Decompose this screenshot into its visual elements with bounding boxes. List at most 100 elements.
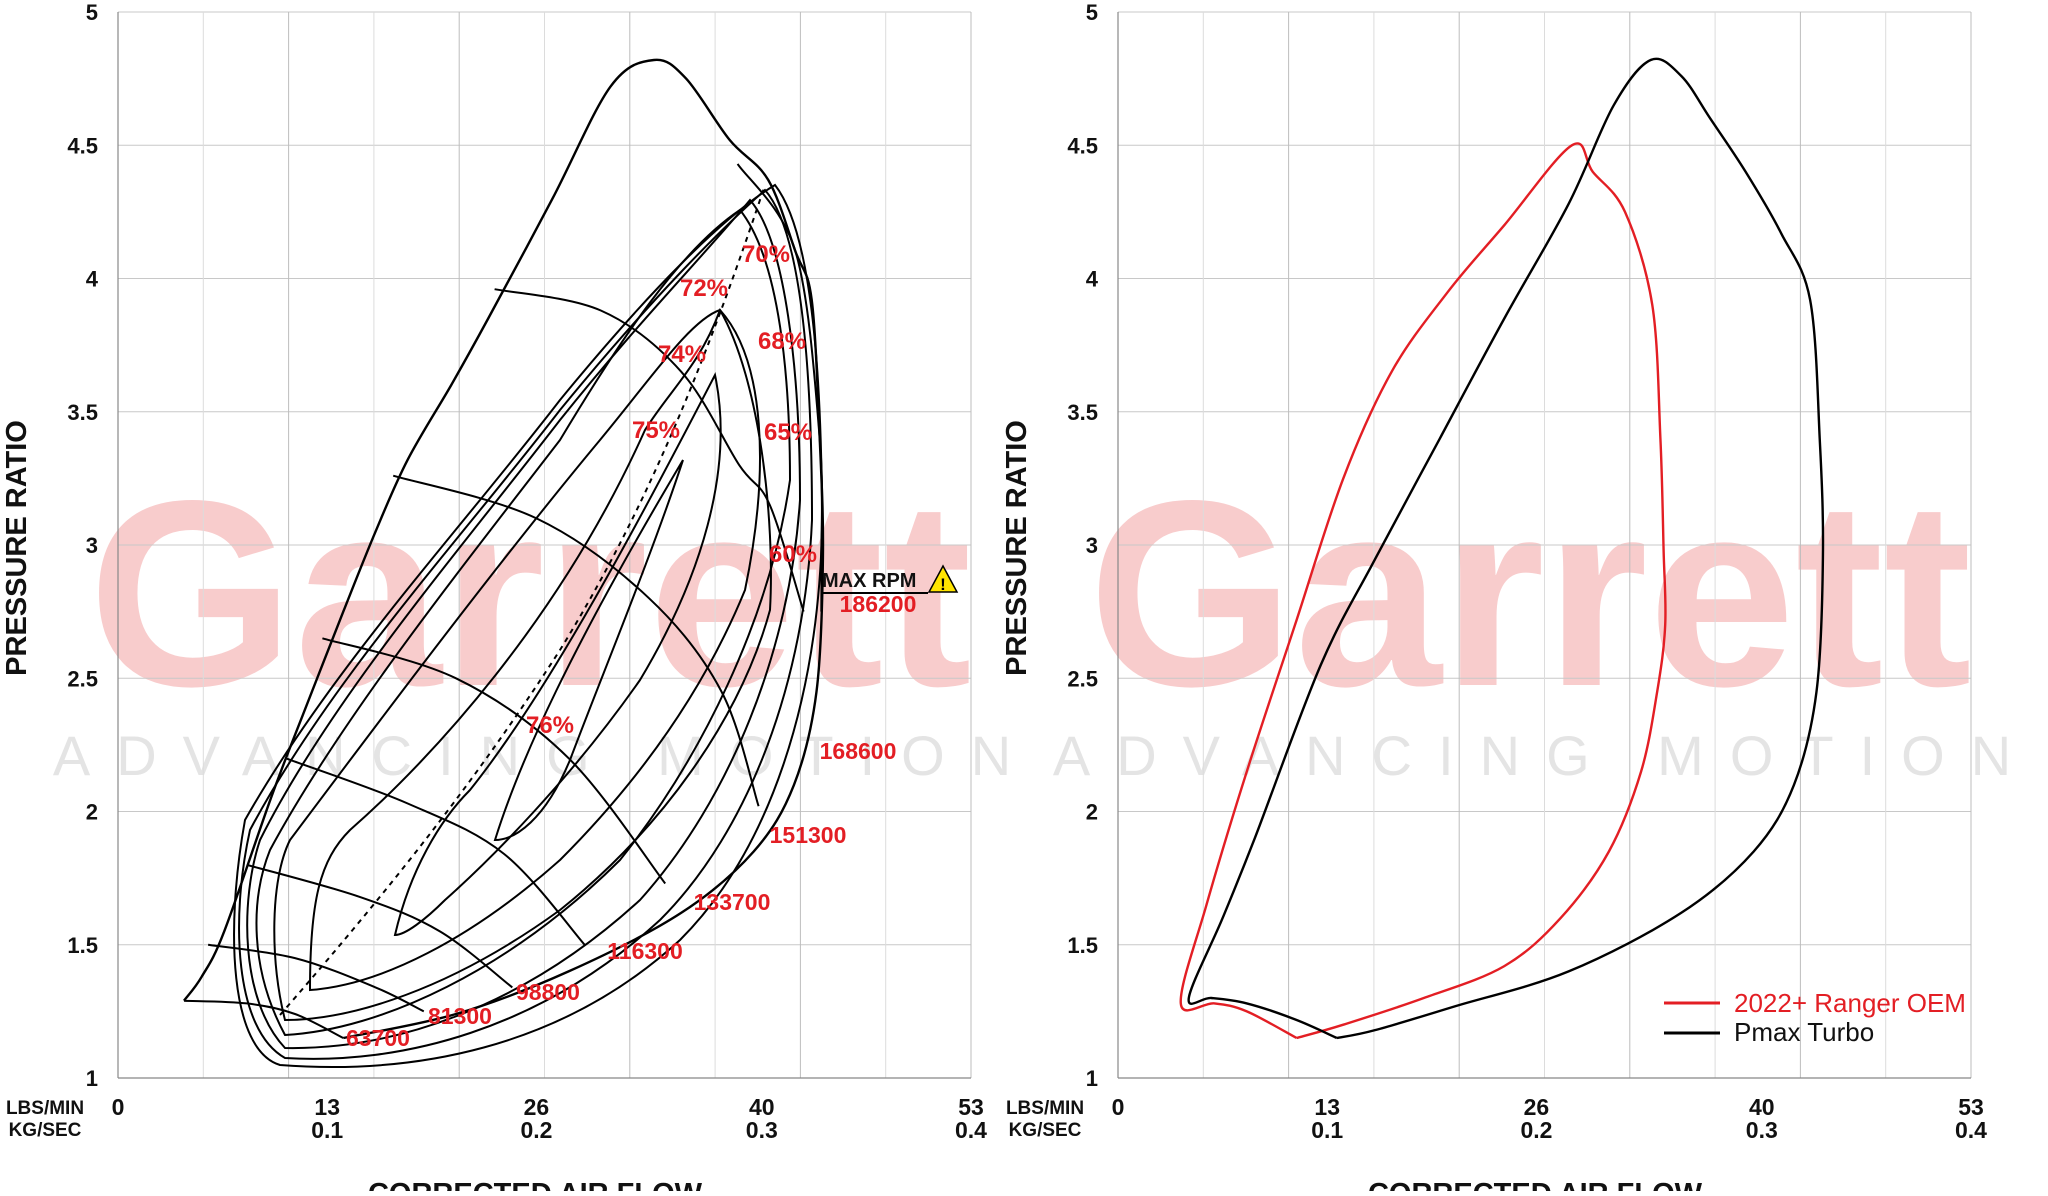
y-tick-label: 1 xyxy=(1086,1066,1098,1091)
y-tick-label: 4 xyxy=(1086,267,1099,292)
speed-line xyxy=(392,474,760,807)
speed-line xyxy=(183,999,344,1039)
efficiency-label: 60% xyxy=(769,541,817,568)
series-lines xyxy=(1179,57,1825,1040)
x-tick-label-kg: 0.1 xyxy=(311,1117,343,1143)
speed-line xyxy=(207,943,425,1013)
y-tick-label: 2.5 xyxy=(67,666,98,691)
y-tick-label: 3 xyxy=(86,533,98,558)
efficiency-label: 68% xyxy=(758,328,806,355)
island-68 xyxy=(246,198,802,1050)
warning-icon-glyph: ! xyxy=(940,575,946,594)
watermark-right: Garrett ADVANCING MOTION xyxy=(1053,446,2037,787)
x-tick-labels: 0 130.1 260.2 400.3 530.4 xyxy=(112,1094,988,1143)
speed-line xyxy=(322,637,666,885)
y-axis-label: PRESSURE RATIO xyxy=(1001,420,1033,676)
speed-line-label: 186200 xyxy=(840,591,917,617)
speed-line xyxy=(494,288,805,612)
x-tick-label-kg: 0.2 xyxy=(520,1117,552,1143)
efficiency-label: 74% xyxy=(658,341,706,368)
compressor-map-panel: 11.522.533.544.55 0 130.1260.2400.3530.4 … xyxy=(1,0,988,1196)
island-72 xyxy=(273,308,772,1022)
legend-label-pmax: Pmax Turbo xyxy=(1734,1017,1874,1047)
y-tick-label: 1 xyxy=(86,1066,98,1091)
x-tick-label-kg: 0.3 xyxy=(1746,1117,1778,1143)
x-tick-labels: 0 130.1 260.2 400.3 530.4 xyxy=(1112,1094,1988,1143)
y-axis-label: PRESSURE RATIO xyxy=(1,420,33,676)
x-tick-label-lbs: 13 xyxy=(1314,1094,1340,1120)
y-tick-label: 5 xyxy=(86,0,98,25)
island-75 xyxy=(393,372,722,937)
y-tick-label: 2 xyxy=(86,800,98,825)
y-tick-labels: 1 1.5 2 2.5 3 3.5 4 4.5 5 xyxy=(67,0,98,1091)
island-74 xyxy=(308,308,761,992)
x-axis-label: CORRECTED AIR FLOW xyxy=(1368,1178,1703,1191)
x-tick-label-lbs: 53 xyxy=(958,1094,984,1120)
comparison-map-panel: 11.522.533.544.55 0 130.1260.2400.3530.4 … xyxy=(1001,0,1988,1196)
warning-icon xyxy=(927,564,959,593)
speed-line-label: 133700 xyxy=(694,889,771,915)
efficiency-label: 75% xyxy=(632,417,680,444)
speed-line-label: 63700 xyxy=(346,1025,410,1051)
x-tick-label-kg: 0.3 xyxy=(746,1117,778,1143)
y-tick-label: 4 xyxy=(86,267,99,292)
speed-line-label: 98800 xyxy=(516,979,580,1005)
watermark-tagline: ADVANCING MOTION xyxy=(53,724,1037,787)
efficiency-label: 70% xyxy=(742,241,790,268)
efficiency-label: 72% xyxy=(680,275,728,302)
series-line-ranger-oem xyxy=(1179,142,1667,1040)
x-axis-label: CORRECTED AIR FLOW xyxy=(368,1178,703,1191)
efficiency-label: 76% xyxy=(526,712,574,739)
island-76 xyxy=(493,459,684,842)
island-60 xyxy=(233,183,824,1069)
speed-line-label: 116300 xyxy=(607,938,682,964)
speed-line-label: 168600 xyxy=(820,738,897,764)
x-tick-label-lbs: 0 xyxy=(112,1094,125,1120)
x-tick-label-kg: 0.1 xyxy=(1311,1117,1343,1143)
legend: 2022+ Ranger OEM Pmax Turbo xyxy=(1664,988,1966,1047)
watermark-tagline: ADVANCING MOTION xyxy=(1053,724,2037,787)
y-tick-label: 4.5 xyxy=(1067,133,1098,158)
grid xyxy=(117,11,972,1079)
island-65 xyxy=(238,188,814,1060)
x-tick-label-lbs: 53 xyxy=(1958,1094,1984,1120)
x-unit-lbs-label: LBS/MIN xyxy=(1006,1098,1084,1119)
y-tick-label: 2 xyxy=(1086,800,1098,825)
y-tick-label: 1.5 xyxy=(67,933,98,958)
x-unit-kg-label: KG/SEC xyxy=(1009,1120,1082,1141)
x-unit-lbs-label: LBS/MIN xyxy=(6,1098,84,1119)
x-tick-label-lbs: 26 xyxy=(1524,1094,1550,1120)
speed-line-label: 81300 xyxy=(428,1003,492,1029)
y-tick-label: 3 xyxy=(1086,533,1098,558)
y-tick-label: 1.5 xyxy=(1067,933,1098,958)
efficiency-labels: 76% 75% 74% 72% 70% 68% 65% 60% xyxy=(526,241,817,739)
x-tick-label-kg: 0.2 xyxy=(1520,1117,1552,1143)
x-tick-label-lbs: 40 xyxy=(1749,1094,1775,1120)
max-rpm-callout: MAX RPM ! xyxy=(822,564,959,594)
x-tick-label-lbs: 0 xyxy=(1112,1094,1125,1120)
grid xyxy=(1117,11,1972,1079)
x-tick-label-kg: 0.4 xyxy=(955,1117,987,1143)
y-tick-label: 2.5 xyxy=(1067,666,1098,691)
y-tick-labels: 1 1.5 2 2.5 3 3.5 4 4.5 5 xyxy=(1067,0,1098,1091)
x-tick-label-lbs: 40 xyxy=(749,1094,775,1120)
y-tick-label: 4.5 xyxy=(67,133,98,158)
y-tick-label: 3.5 xyxy=(1067,400,1098,425)
efficiency-label: 65% xyxy=(764,419,812,446)
peak-efficiency-ridge xyxy=(279,184,766,1016)
speed-line-label: 151300 xyxy=(770,822,847,848)
y-tick-label: 5 xyxy=(1086,0,1098,25)
x-tick-label-lbs: 13 xyxy=(314,1094,340,1120)
legend-label-ranger-oem: 2022+ Ranger OEM xyxy=(1734,988,1966,1018)
speed-line xyxy=(285,757,586,946)
x-unit-kg-label: KG/SEC xyxy=(9,1120,82,1141)
watermark-brand: Garrett xyxy=(1088,446,1972,742)
y-tick-label: 3.5 xyxy=(67,400,98,425)
x-tick-label-kg: 0.4 xyxy=(1955,1117,1987,1143)
max-rpm-label: MAX RPM xyxy=(822,570,916,592)
map-boundary xyxy=(183,58,825,1040)
speed-line xyxy=(246,863,513,989)
efficiency-islands xyxy=(233,183,824,1069)
